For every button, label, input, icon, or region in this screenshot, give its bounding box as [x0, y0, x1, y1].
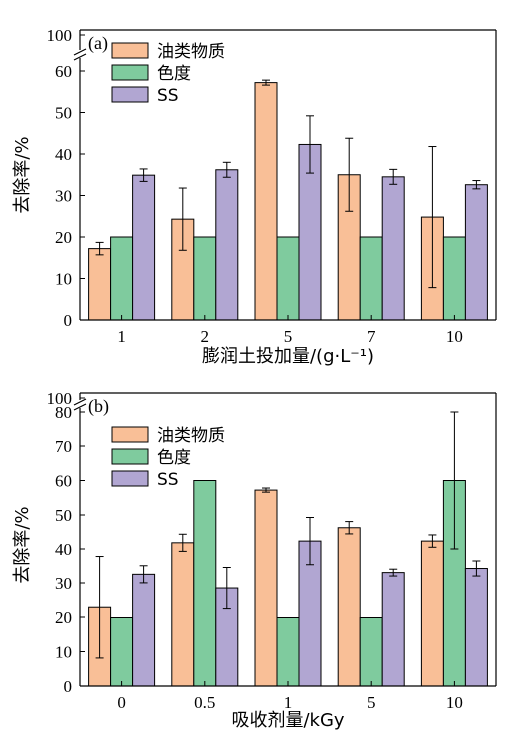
x-tick-label: 2 — [201, 327, 210, 346]
panel-label: (b) — [88, 396, 109, 417]
y-tick-label: 20 — [55, 228, 72, 247]
y-tick-label: 100 — [47, 389, 73, 408]
x-tick-label: 10 — [446, 327, 463, 346]
bar-ss-1 — [132, 174, 156, 321]
bar-color-0 — [110, 617, 134, 687]
legend-swatch-color — [111, 448, 149, 465]
y-tick-label: 0 — [64, 677, 73, 696]
legend-label: 油类物质 — [157, 42, 225, 62]
bar-color-2 — [193, 236, 217, 321]
bar-ss-7 — [381, 176, 405, 321]
axis-break-mark — [73, 53, 87, 61]
bar-ss-5 — [381, 572, 405, 687]
y-tick-label: 50 — [55, 104, 72, 123]
bar-color-0.5 — [193, 480, 217, 687]
legend-label: SS — [157, 86, 179, 106]
y-tick-label: 10 — [55, 643, 72, 662]
panel-label: (a) — [88, 33, 108, 54]
bar-oil-10 — [420, 540, 444, 687]
x-tick-label: 5 — [367, 693, 376, 712]
bar-oil-0.5 — [171, 542, 195, 687]
y-axis-label: 去除率/% — [12, 506, 33, 583]
y-tick-label: 60 — [55, 472, 72, 491]
bar-oil-1 — [88, 248, 112, 321]
bar-oil-5 — [254, 82, 278, 321]
bar-ss-2 — [215, 169, 239, 321]
y-axis-label: 去除率/% — [12, 136, 33, 213]
x-tick-label: 0 — [117, 693, 126, 712]
x-tick-label: 10 — [446, 693, 463, 712]
y-tick-label: 20 — [55, 608, 72, 627]
bar-color-5 — [359, 617, 383, 687]
axis-break-mark — [73, 398, 87, 406]
bar-color-1 — [276, 617, 300, 687]
bar-ss-10 — [464, 184, 488, 321]
y-tick-label: 80 — [55, 403, 72, 422]
bar-color-7 — [359, 236, 383, 321]
x-tick-label: 1 — [284, 693, 293, 712]
legend-label: 色度 — [157, 448, 191, 468]
legend-swatch-oil — [111, 426, 149, 443]
y-tick-label: 50 — [55, 506, 72, 525]
bar-oil-5 — [337, 527, 361, 687]
y-tick-label: 40 — [55, 145, 72, 164]
y-tick-label: 40 — [55, 540, 72, 559]
y-tick-label: 30 — [55, 187, 72, 206]
legend-swatch-oil — [111, 42, 149, 59]
bar-oil-1 — [254, 489, 278, 687]
legend-label: 油类物质 — [157, 426, 225, 446]
y-tick-label: 30 — [55, 574, 72, 593]
x-tick-label: 7 — [367, 327, 376, 346]
x-tick-label: 0.5 — [194, 693, 215, 712]
x-tick-label: 1 — [117, 327, 126, 346]
x-axis-label: 吸收剂量/kGy — [231, 710, 344, 731]
y-tick-label: 0 — [64, 311, 73, 330]
legend-swatch-ss — [111, 86, 149, 103]
y-tick-label: 100 — [47, 26, 73, 45]
y-tick-label: 10 — [55, 270, 72, 289]
x-tick-label: 5 — [284, 327, 293, 346]
bar-color-10 — [442, 236, 466, 321]
bar-ss-10 — [464, 568, 488, 687]
y-tick-label: 60 — [55, 62, 72, 81]
bar-ss-0 — [132, 573, 156, 687]
axis-break-mark — [73, 48, 87, 56]
legend-label: 色度 — [157, 64, 191, 84]
legend-swatch-ss — [111, 470, 149, 487]
axis-break-mark — [73, 403, 87, 411]
legend-swatch-color — [111, 64, 149, 81]
bar-color-5 — [276, 236, 300, 321]
x-axis-label: 膨润土投加量/(g·L⁻¹) — [202, 346, 374, 367]
bar-color-1 — [110, 236, 134, 321]
chart-panel-a: 0 10 20 30 40 50 60 100 1 2 5 7 10 膨润土投加量/(g·L⁻¹) 去除率/… — [12, 26, 497, 367]
y-tick-label: 70 — [55, 437, 72, 456]
legend-label: SS — [157, 470, 179, 490]
